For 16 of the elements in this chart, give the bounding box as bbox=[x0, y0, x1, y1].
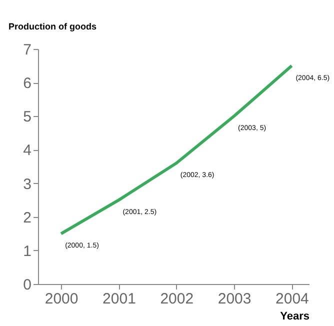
x-tick-label: 2001 bbox=[102, 290, 136, 308]
y-axis-title: Production of goods bbox=[8, 22, 96, 32]
y-tick-label: 6 bbox=[23, 75, 32, 92]
x-tick-label: 2002 bbox=[160, 290, 194, 308]
line-series bbox=[60, 64, 294, 236]
x-axis-title: Years bbox=[280, 310, 310, 322]
y-tick-label: 5 bbox=[23, 108, 32, 126]
x-tick-label: 2004 bbox=[276, 290, 309, 308]
x-tick-label: 2000 bbox=[44, 290, 78, 308]
y-tick-label: 2 bbox=[23, 209, 32, 226]
y-tick-label: 0 bbox=[23, 276, 32, 294]
y-tick-label: 3 bbox=[23, 176, 32, 193]
x-tick-label: 2003 bbox=[218, 290, 252, 308]
y-tick-label: 4 bbox=[23, 142, 32, 160]
y-tick-label: 7 bbox=[23, 42, 32, 58]
y-tick-label: 1 bbox=[23, 242, 32, 260]
